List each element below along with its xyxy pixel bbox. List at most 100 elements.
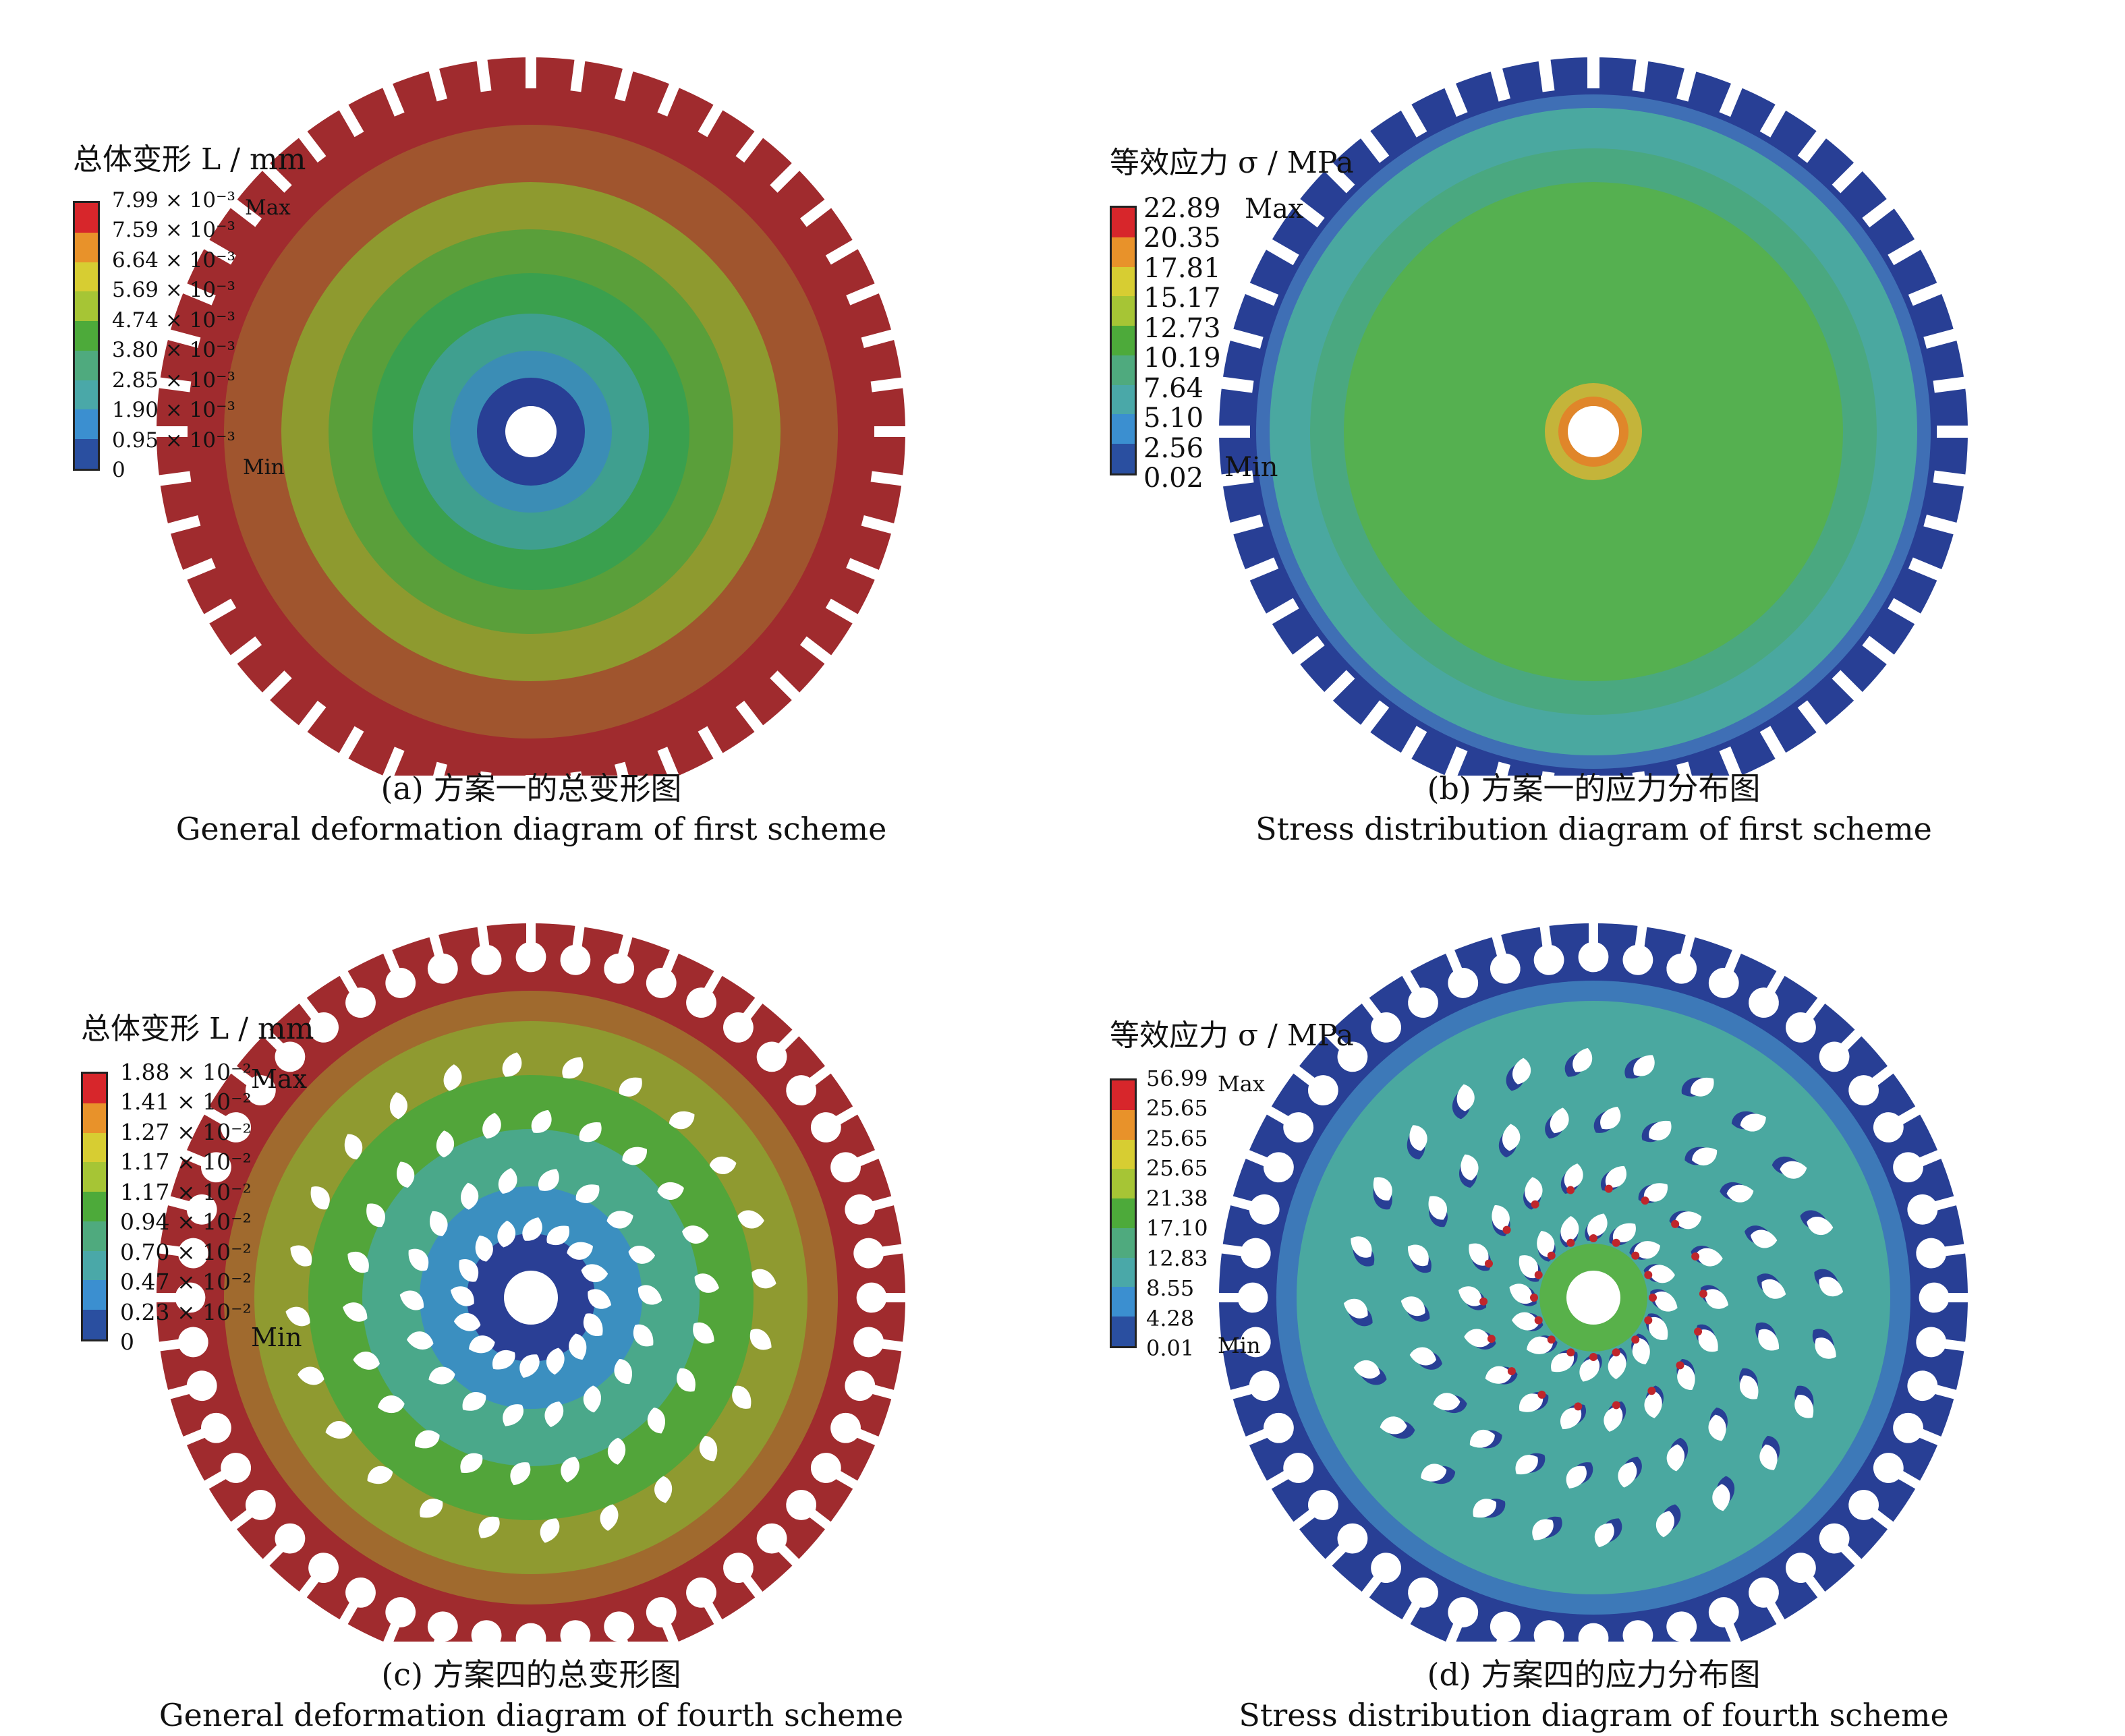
rim-slot [856,1282,908,1313]
drop-hole [1492,1205,1510,1231]
drop-hole [562,1057,584,1079]
drop-hole [1698,1329,1718,1352]
tick-label: 1.90 × 10⁻³ [112,398,235,423]
drop-hole [1564,1163,1583,1189]
drop-hole [540,1518,560,1543]
tick-label: 2.56 [1143,432,1204,464]
rim-slot [846,282,882,306]
drop-hole [460,1453,483,1473]
drop-hole [459,1259,479,1282]
drop-hole [378,1395,405,1414]
color-swatch [75,232,98,262]
tick-label: 25.65 [1146,1095,1208,1122]
tick-label: 5.69 × 10⁻³ [112,278,235,303]
drop-hole [475,1236,493,1262]
stress-hotspot [1644,1316,1653,1325]
drop-hole [443,1064,462,1091]
rim-slot [428,761,447,776]
rim-slot [382,947,416,998]
drop-hole [752,1269,776,1289]
min-label: Min [1224,452,1278,483]
rim-slot [156,1238,208,1269]
rim-slot [1216,1282,1268,1313]
tick-label: 17.81 [1143,252,1221,284]
tick-label: 0.94 × 10⁻² [120,1209,252,1236]
rim-slot [1490,761,1510,776]
stress-hotspot [1589,1353,1597,1361]
drop-hole [1726,1184,1754,1203]
stress-contour-plot-b [1216,55,1971,776]
rim-slot [1888,598,1923,626]
rim-slot [1291,635,1325,666]
drop-hole [638,1285,662,1305]
drop-hole [1604,1406,1623,1432]
center-hole [1566,1271,1620,1325]
drop-hole [1759,1444,1778,1470]
rim-slot [428,65,447,102]
tick-label: 0.47 × 10⁻² [120,1269,252,1296]
rim-slot [515,1623,546,1642]
drop-hole [1608,1352,1626,1379]
rim-slot [1622,923,1653,975]
rim-slot [180,282,216,306]
rim-slot [870,377,906,393]
rim-slot [1786,995,1827,1043]
drop-hole [290,1245,312,1267]
drop-hole [581,1264,608,1283]
drop-hole [682,1225,709,1244]
drop-hole [406,1331,434,1350]
tick-label: 4.74 × 10⁻³ [112,308,235,332]
rim-slot [799,198,834,227]
rim-slot [870,471,906,486]
drop-hole [1532,1519,1554,1540]
caption-d: (d) 方案四的应力分布图 Stress distribution diagra… [1062,1655,2125,1736]
rim-slot [786,1064,833,1105]
stress-hotspot [1589,1234,1597,1242]
color-swatch [83,1132,106,1163]
stress-hotspot [1534,1316,1543,1325]
rim-slot [526,55,536,88]
caption-en: General deformation diagram of fourth sc… [159,1696,904,1733]
stress-hotspot [1631,1335,1640,1344]
color-swatch [75,321,98,351]
drop-hole [737,1210,764,1229]
rim-slot [1719,81,1744,117]
rim-slot [735,700,765,734]
rim-slot [1243,557,1279,582]
rim-slot [154,1282,206,1313]
rim-slot [698,726,725,761]
tick-label: 7.99 × 10⁻³ [112,188,235,212]
drop-hole [1373,1177,1392,1200]
color-swatch [1112,1287,1135,1317]
drop-hole [1560,1408,1582,1430]
drop-hole [1409,1347,1437,1366]
drop-hole [1696,1248,1723,1267]
rim-slot [861,515,897,535]
drop-hole [1485,1366,1512,1384]
tick-label: 5.10 [1143,403,1204,434]
drop-hole [1509,1283,1533,1304]
rim-slot [1923,328,1960,349]
rim-slot [1819,1027,1864,1072]
rim-slot [657,747,681,776]
drop-hole [567,1242,593,1260]
tick-label: 1.88 × 10⁻² [120,1059,252,1085]
rim-slot [165,1194,217,1225]
rim-slot [1759,102,1788,138]
drop-hole [531,1109,552,1133]
rim-slot [1797,129,1828,163]
drop-hole [1691,1077,1714,1097]
color-swatch [1112,208,1135,237]
tick-label: 1.17 × 10⁻² [120,1149,252,1176]
stress-hotspot [1612,1348,1620,1357]
tick-label: 1.17 × 10⁻² [120,1178,252,1205]
drop-hole [1537,1231,1555,1258]
rim-slot [1708,1597,1743,1642]
drop-hole [614,1359,632,1385]
legend-title: 等效应力 σ / MPa [1110,1018,1354,1053]
drop-hole [544,1401,564,1428]
rim-slot [202,1105,252,1142]
drop-hole [1708,1414,1726,1441]
rim-slot [1399,726,1427,761]
drop-hole [367,1466,393,1484]
